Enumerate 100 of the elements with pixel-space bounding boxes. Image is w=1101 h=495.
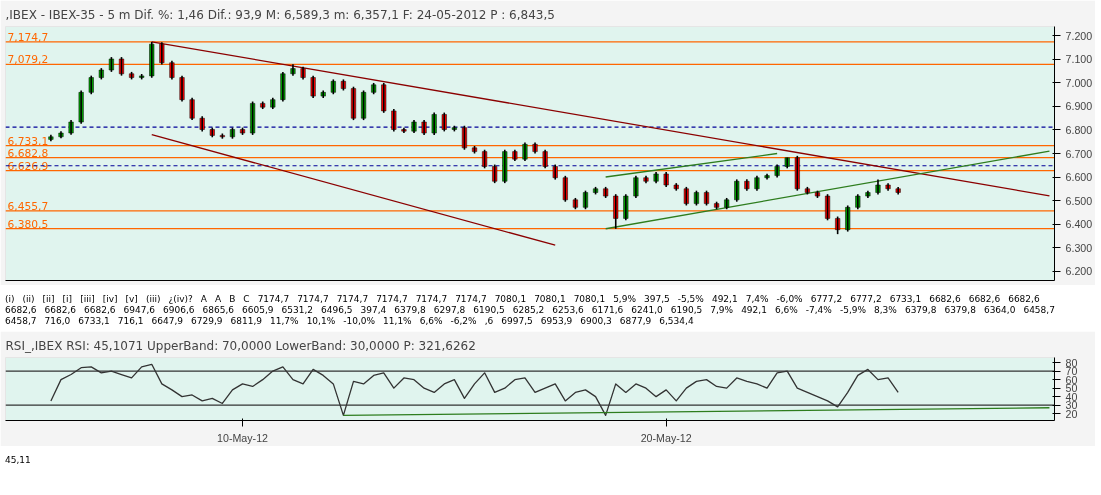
text: 716,0: [44, 316, 71, 327]
text: -6,2%: [450, 316, 477, 327]
text: 7080,1: [494, 294, 527, 305]
text: 6647,9: [151, 316, 184, 327]
text: 6953,9: [540, 316, 573, 327]
text: 11,7%: [270, 316, 299, 327]
text: 5,9%: [613, 294, 637, 305]
text: 716,1: [117, 316, 144, 327]
text: 6906,6: [163, 305, 195, 316]
y-tick-label: 6.400: [1065, 218, 1093, 231]
text: 11,1%: [383, 316, 412, 327]
text: 397,4: [360, 305, 387, 316]
text: 492,1: [741, 305, 767, 316]
text: 7174,7: [415, 294, 448, 305]
text: 6865,6: [202, 305, 234, 316]
text: -5,5%: [677, 294, 704, 305]
candlestick: [562, 175, 568, 203]
text: 6682,6: [84, 305, 116, 316]
ref-line-label: 7,079,2: [7, 53, 49, 67]
candlestick: [673, 182, 679, 192]
text: 6171,6: [591, 305, 624, 316]
candlestick: [482, 148, 488, 170]
candlestick: [48, 133, 54, 143]
text: 7080,1: [534, 294, 566, 305]
text: (i): [5, 294, 15, 305]
y-tick-label: 6.300: [1065, 241, 1093, 254]
text: 6364,0: [983, 305, 1016, 316]
text: 7,4%: [745, 294, 769, 305]
text: 7174,7: [257, 294, 290, 305]
y-tick-label: 6.700: [1065, 147, 1093, 160]
text: 6379,8: [904, 305, 937, 316]
chart-title: RSI_,IBEX RSI: 45,1071 UpperBand: 70,0000 LowerBand: 30,0000 P: 321,6262: [5, 338, 476, 353]
text: 6605,9: [242, 305, 274, 316]
text: 6253,6: [552, 305, 584, 316]
candlestick: [320, 89, 326, 99]
candlestick: [895, 186, 901, 196]
candlestick: [653, 171, 659, 184]
text: 7174,7: [336, 294, 369, 305]
candlestick: [643, 175, 649, 184]
y-tick-label: 6.900: [1065, 100, 1093, 113]
y-tick-label: 6.200: [1065, 265, 1093, 278]
text: -6,0%: [776, 294, 803, 305]
text: ,6: [484, 316, 494, 327]
text: 6190,5: [670, 305, 703, 316]
text: 8,3%: [874, 305, 897, 316]
candlestick: [401, 126, 407, 134]
text: 6777,2: [850, 294, 882, 305]
text: ¿(iv)?: [168, 294, 193, 305]
text: 6,6%: [774, 305, 798, 316]
text: 6379,8: [944, 305, 976, 316]
text: 7,9%: [710, 305, 734, 316]
text: 7174,7: [455, 294, 487, 305]
text: (ii): [22, 294, 35, 305]
y-tick-label: 7.200: [1065, 29, 1093, 42]
text: 6682,6: [968, 294, 1001, 305]
text: 6297,8: [433, 305, 466, 316]
text: -5,9%: [839, 305, 867, 316]
ref-line-label: 6,682,8: [7, 146, 49, 160]
text: 492,1: [711, 294, 738, 305]
text: 6190,5: [473, 305, 505, 316]
text: 6531,2: [281, 305, 313, 316]
ref-line-label: 6,455,7: [7, 199, 49, 213]
text: 6379,8: [394, 305, 426, 316]
text: 6877,9: [619, 316, 652, 327]
text: 6285,2: [512, 305, 545, 316]
text: 6458,7: [1023, 305, 1055, 316]
candlestick: [250, 100, 256, 136]
y-tick-label: 6.800: [1065, 123, 1093, 136]
text: -10,0%: [343, 316, 376, 327]
y-tick-label: 7.100: [1065, 53, 1093, 66]
text: 6811,9: [230, 316, 263, 327]
ref-line-label: 6,733,1: [7, 134, 49, 148]
text: 7080,1: [573, 294, 606, 305]
text: 6900,3: [580, 316, 612, 327]
text: A: [214, 294, 222, 305]
text: [ii]: [42, 294, 55, 305]
text: 6682,6: [5, 305, 37, 316]
text: 10,1%: [306, 316, 336, 327]
text: 6733,1: [889, 294, 922, 305]
text: 397,5: [644, 294, 670, 305]
y-tick-label: 6.500: [1065, 194, 1093, 207]
text: -7,4%: [805, 305, 832, 316]
text: [iv]: [102, 294, 118, 305]
text: 6729,9: [191, 316, 223, 327]
text: [v]: [125, 294, 138, 305]
text: 6,6%: [419, 316, 443, 327]
text: C: [243, 294, 250, 305]
chart-title: ,IBEX - IBEX-35 - 5 m Dif. %: 1,46 Dif.: 93,9 M: 6,589,3 m: 6,357,1 F: 24-05-2012 P : 6,843,5: [5, 7, 555, 22]
y-tick-label: 30: [1065, 399, 1078, 412]
text: 6682,6: [44, 305, 76, 316]
text: 7174,7: [297, 294, 329, 305]
y-tick-label: 50: [1065, 382, 1078, 395]
y-tick-label: 6.600: [1065, 171, 1093, 184]
text: (iii): [145, 294, 161, 305]
text: 7174,7: [376, 294, 408, 305]
candlestick: [865, 189, 871, 199]
candlestick: [260, 100, 266, 110]
text: 6947,6: [123, 305, 155, 316]
text: 6997,5: [501, 316, 533, 327]
y-tick-label: 7.000: [1065, 76, 1093, 89]
